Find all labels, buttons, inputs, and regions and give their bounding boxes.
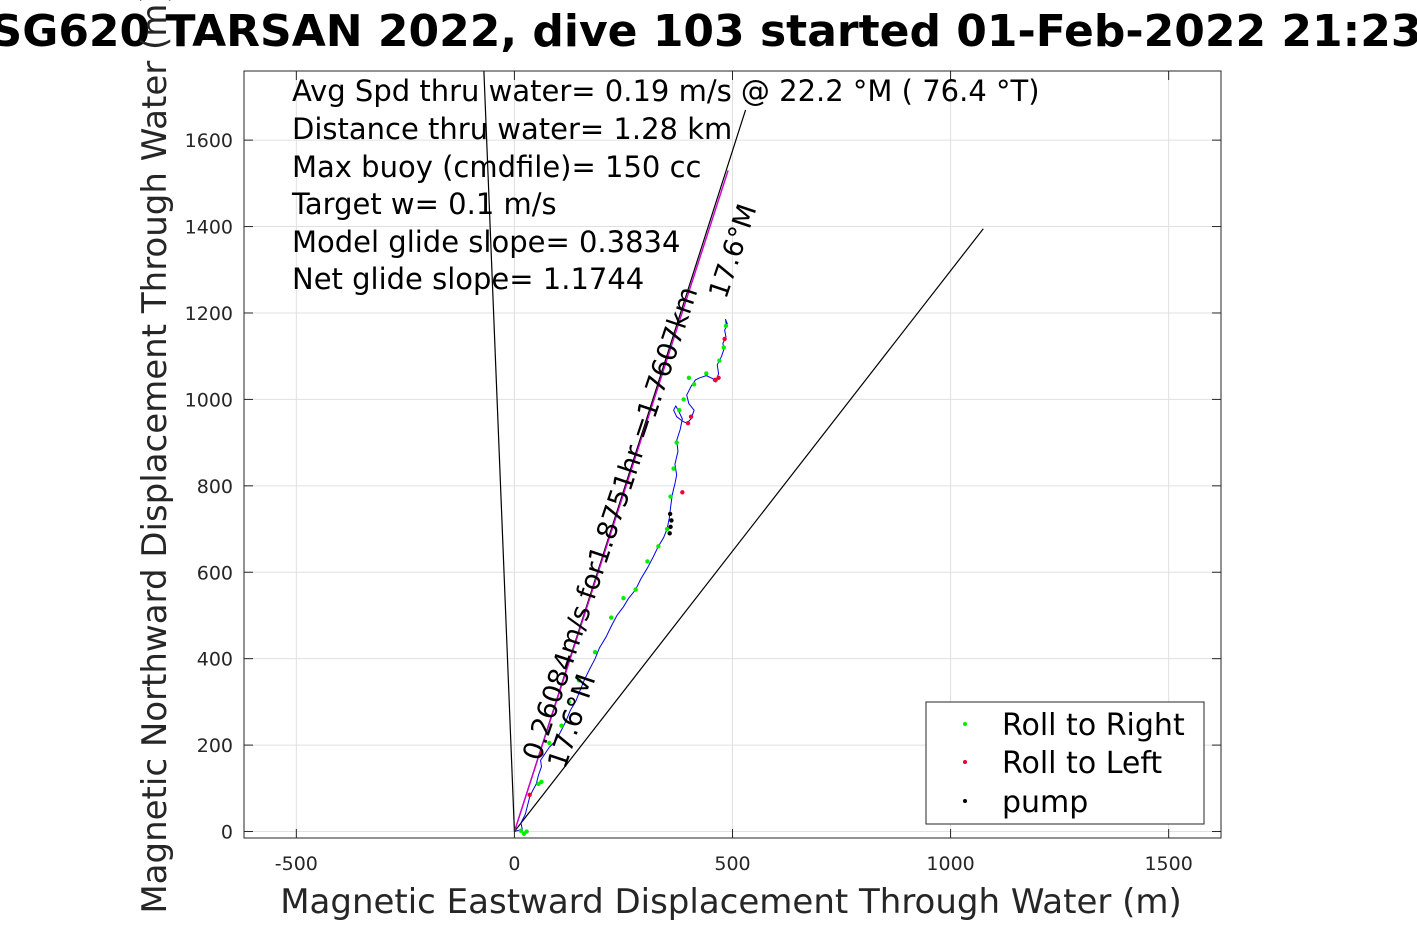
roll-to-right-point bbox=[539, 779, 544, 785]
grid bbox=[244, 71, 1221, 838]
axis-ticks: -500 0 500 1000 1500 0 200 400 600 800 1000 1200 140… bbox=[185, 71, 1221, 875]
roll-to-right-point bbox=[621, 595, 626, 601]
roll-to-right-point bbox=[645, 559, 650, 564]
roll-to-right-point bbox=[717, 358, 722, 363]
roll-to-right-point bbox=[671, 466, 676, 471]
legend-marker-roll-left bbox=[963, 760, 967, 764]
annotation-avg-speed: Avg Spd thru water= 0.19 m/s @ 22.2 °M (… bbox=[292, 74, 1040, 108]
roll-to-right-point bbox=[633, 587, 638, 592]
left-bound-line bbox=[483, 70, 516, 832]
x-tick-label: 1500 bbox=[1144, 853, 1192, 875]
legend-marker-pump bbox=[963, 799, 967, 803]
roll-to-left-point bbox=[688, 414, 694, 419]
y-tick-label: 1200 bbox=[185, 303, 233, 325]
roll-to-right-point bbox=[691, 382, 697, 387]
roll-to-right-point bbox=[592, 649, 598, 655]
y-tick-label: 400 bbox=[197, 649, 233, 671]
pump-point bbox=[667, 531, 672, 536]
pump-point bbox=[669, 518, 674, 523]
legend-label-pump: pump bbox=[1002, 785, 1088, 820]
y-tick-label: 800 bbox=[197, 476, 233, 498]
roll-to-right-point bbox=[664, 526, 670, 532]
y-tick-label: 1000 bbox=[185, 389, 233, 411]
pump-point bbox=[668, 524, 673, 530]
roll-to-right-point bbox=[674, 440, 679, 445]
annotation-block: Avg Spd thru water= 0.19 m/s @ 22.2 °M (… bbox=[291, 74, 1040, 296]
roll-to-right-point bbox=[668, 494, 673, 499]
roll-to-right-point bbox=[518, 828, 524, 833]
roll-to-left-point bbox=[685, 420, 691, 426]
pump-point bbox=[667, 511, 673, 517]
x-tick-label: 1000 bbox=[926, 853, 974, 875]
roll-to-right-point bbox=[576, 678, 582, 683]
legend-label-roll-left: Roll to Left bbox=[1002, 746, 1162, 781]
roll-to-left-point bbox=[539, 751, 544, 756]
annotation-model-glide: Model glide slope= 0.3834 bbox=[292, 225, 680, 259]
x-tick-label: 0 bbox=[508, 853, 520, 875]
y-tick-label: 600 bbox=[197, 562, 233, 584]
y-axis-label: Magnetic Northward Displacement Through … bbox=[135, 0, 175, 914]
annotation-target-w: Target w= 0.1 m/s bbox=[291, 187, 557, 221]
x-tick-label: 500 bbox=[714, 853, 750, 875]
annotation-distance: Distance thru water= 1.28 km bbox=[292, 112, 732, 146]
y-tick-label: 1400 bbox=[185, 217, 233, 239]
roll-to-right-point bbox=[524, 829, 529, 834]
roll-to-right-point bbox=[566, 699, 572, 705]
legend-box bbox=[925, 701, 1205, 825]
track-series bbox=[514, 318, 728, 833]
legend: Roll to Right Roll to Left pump bbox=[925, 701, 1205, 825]
roll-to-right-point bbox=[677, 408, 682, 413]
y-tick-label: 1600 bbox=[185, 130, 233, 152]
roll-to-left-point bbox=[680, 490, 685, 495]
y-tick-label: 0 bbox=[221, 822, 233, 844]
roll-to-right-point bbox=[609, 615, 614, 620]
annotation-net-glide: Net glide slope= 1.1744 bbox=[292, 262, 644, 296]
annotation-max-buoy: Max buoy (cmdfile)= 150 cc bbox=[292, 150, 701, 184]
legend-marker-roll-right bbox=[963, 722, 967, 726]
roll-to-right-point bbox=[686, 375, 692, 380]
y-tick-label: 200 bbox=[197, 735, 233, 757]
reference-lines bbox=[483, 70, 984, 832]
x-tick-label: -500 bbox=[275, 853, 318, 875]
roll-to-right-point bbox=[656, 544, 661, 549]
dive-track-line bbox=[514, 318, 728, 833]
roll-to-left-point bbox=[527, 792, 532, 797]
roll-to-right-point bbox=[723, 323, 729, 329]
legend-label-roll-right: Roll to Right bbox=[1002, 708, 1185, 743]
roll-to-right-point bbox=[681, 397, 686, 402]
roll-to-right-point bbox=[559, 723, 564, 728]
roll-to-left-point bbox=[716, 375, 721, 380]
roll-to-right-point bbox=[721, 345, 726, 350]
x-axis-label: Magnetic Eastward Displacement Through W… bbox=[280, 882, 1182, 922]
chart-title: SG620 TARSAN 2022, dive 103 started 01-F… bbox=[0, 6, 1417, 57]
scatter-points bbox=[518, 323, 729, 836]
course-overlay-line bbox=[513, 170, 729, 832]
right-bound-line bbox=[513, 228, 984, 832]
roll-to-left-point bbox=[722, 336, 727, 342]
roll-to-left-point bbox=[712, 377, 718, 383]
roll-to-right-point bbox=[536, 781, 541, 787]
roll-to-right-point bbox=[547, 740, 552, 746]
roll-to-right-point bbox=[704, 371, 709, 376]
